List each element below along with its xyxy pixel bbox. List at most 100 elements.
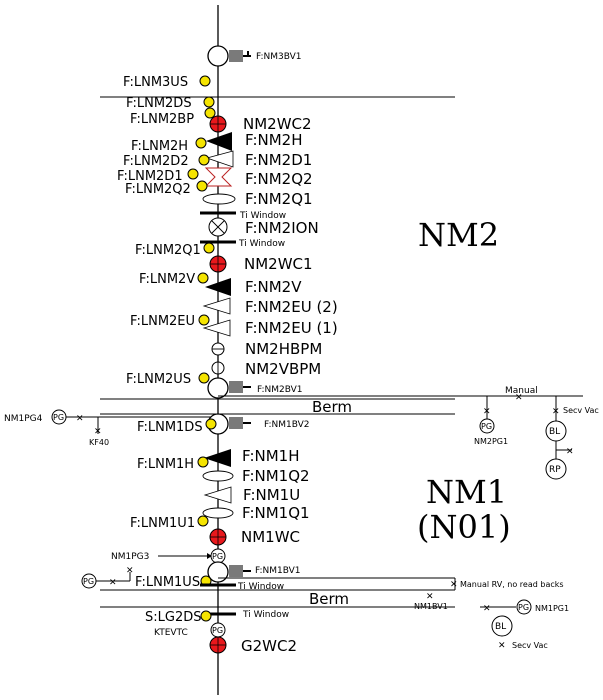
badge-pg: PG (212, 552, 223, 561)
label-g2wc2: G2WC2 (241, 637, 297, 655)
magnet-black-triangle[interactable] (205, 278, 231, 296)
badge-bl: BL (549, 427, 560, 437)
label-lnm2eu: F:LNM2EU (130, 314, 195, 329)
loss-monitor-dot[interactable] (199, 75, 211, 87)
loss-monitor-dot[interactable] (197, 272, 209, 284)
label-lnm2bp: F:LNM2BP (130, 112, 194, 127)
manual-valve-x[interactable]: ✕ (515, 393, 523, 403)
magnet-white-triangle[interactable] (203, 486, 232, 504)
label-lnm1us: F:LNM1US (135, 575, 200, 590)
loss-monitor-dot[interactable] (198, 154, 210, 166)
label-nm1h: F:NM1H (242, 447, 300, 465)
section-label-nm2: NM2 (418, 216, 499, 254)
loss-monitor-dot[interactable] (196, 180, 208, 192)
label-lnm1u1: F:LNM1U1 (130, 516, 195, 531)
quadrupole-ellipse[interactable] (202, 470, 234, 482)
loss-monitor-dot[interactable] (198, 372, 210, 384)
valve-circle[interactable] (207, 45, 229, 67)
magnet-black-triangle[interactable] (206, 132, 232, 151)
label-lnm2d1: F:LNM2D1 (117, 169, 183, 184)
valve-x[interactable]: ✕ (498, 641, 506, 651)
valve-circle[interactable] (207, 377, 229, 399)
section-label-n01: (N01) (417, 508, 511, 546)
loss-monitor-dot[interactable] (200, 610, 212, 622)
label-lnm2q2: F:LNM2Q2 (125, 182, 191, 197)
label-nm2q2: F:NM2Q2 (245, 170, 313, 188)
label-lnm1h: F:LNM1H (137, 457, 194, 472)
valve-x[interactable]: ✕ (109, 578, 117, 588)
loss-monitor-dot[interactable] (198, 314, 210, 326)
loss-monitor-dot[interactable] (203, 242, 215, 254)
valve-actuator (229, 50, 243, 62)
badge-pg: PG (83, 577, 94, 586)
magnet-black-triangle[interactable] (204, 449, 231, 467)
label-lnm2v: F:LNM2V (139, 272, 195, 287)
label-nm2pg1: NM2PG1 (474, 437, 508, 446)
berm-label: Berm (309, 590, 349, 608)
label-nm2h: F:NM2H (245, 131, 303, 149)
label-nm1bv2: F:NM1BV2 (264, 420, 310, 430)
label-nm1pg4: NM1PG4 (4, 414, 43, 424)
loss-monitor-dot[interactable] (205, 418, 217, 430)
magnet-white-triangle[interactable] (202, 319, 231, 337)
roughing-pump[interactable] (545, 458, 567, 480)
ion-chamber-cross (211, 220, 225, 234)
label-nm2bv1: F:NM2BV1 (257, 385, 303, 395)
loss-monitor-dot[interactable] (195, 137, 207, 149)
loss-monitor-dot[interactable] (204, 107, 216, 119)
magnet-white-triangle[interactable] (205, 150, 234, 168)
valve-x[interactable]: ✕ (566, 447, 574, 457)
quadrupole-ellipse[interactable] (202, 193, 236, 205)
pressure-gauge[interactable] (479, 418, 495, 434)
label-lnm1ds: F:LNM1DS (137, 420, 203, 435)
label-nm2v: F:NM2V (245, 278, 302, 296)
label-lnm3us: F:LNM3US (123, 75, 188, 90)
ti-window-label: Ti Window (238, 239, 285, 249)
label-nm2wc2: NM2WC2 (243, 115, 312, 133)
pressure-gauge[interactable] (51, 409, 67, 425)
label-nm1bv1-small: NM1BV1 (414, 602, 448, 611)
ti-window-label: Ti Window (242, 610, 289, 620)
loss-monitor-dot[interactable] (203, 96, 215, 108)
label-nm1pg3: NM1PG3 (111, 552, 149, 562)
label-nm2d1: F:NM2D1 (245, 151, 312, 169)
badge-pg: PG (53, 413, 64, 422)
valve-x[interactable]: ✕ (483, 604, 491, 614)
label-nm2hbpm: NM2HBPM (245, 340, 322, 358)
valve-actuator (229, 417, 243, 429)
badge-pg: PG (212, 626, 223, 635)
label-nm1u: F:NM1U (243, 486, 300, 504)
valve-x[interactable]: ✕ (483, 407, 491, 417)
label-ktevtc: KTEVTC (154, 628, 188, 638)
loss-monitor-dot[interactable] (197, 456, 209, 468)
label-kf40: KF40 (89, 438, 109, 447)
valve-actuator (229, 565, 243, 577)
label-nm2q1: F:NM2Q1 (245, 190, 313, 208)
valve-circle[interactable] (207, 561, 229, 583)
valve-x[interactable]: ✕ (76, 414, 84, 424)
valve-x[interactable]: ✕ (552, 407, 560, 417)
ballast[interactable] (491, 615, 513, 637)
badge-rp: RP (549, 465, 561, 475)
loss-monitor-dot[interactable] (187, 168, 199, 180)
pressure-gauge[interactable] (516, 599, 532, 615)
valve-x[interactable]: ✕ (126, 566, 134, 576)
section-label-nm1: NM1 (426, 473, 507, 511)
label-nm1q1: F:NM1Q1 (242, 504, 310, 522)
berm-label: Berm (312, 398, 352, 416)
label-nm1bv1: F:NM1BV1 (255, 566, 301, 576)
valve-actuator (229, 381, 243, 393)
label-lnm2h: F:LNM2H (131, 139, 188, 154)
label-manual-rv: Manual RV, no read backs (460, 580, 564, 589)
valve-x[interactable]: ✕ (450, 580, 458, 590)
valve-x[interactable]: ✕ (426, 592, 434, 602)
quadrupole-bowtie[interactable] (204, 167, 233, 187)
label-secv-vac2: Secv Vac (512, 641, 548, 650)
label-nm1wc: NM1WC (241, 528, 300, 546)
quadrupole-ellipse[interactable] (202, 507, 234, 519)
valve-x[interactable]: ✕ (94, 427, 102, 437)
label-nm2eu2: F:NM2EU (2) (245, 298, 338, 316)
magnet-white-triangle[interactable] (202, 297, 231, 315)
loss-monitor-dot[interactable] (197, 515, 209, 527)
